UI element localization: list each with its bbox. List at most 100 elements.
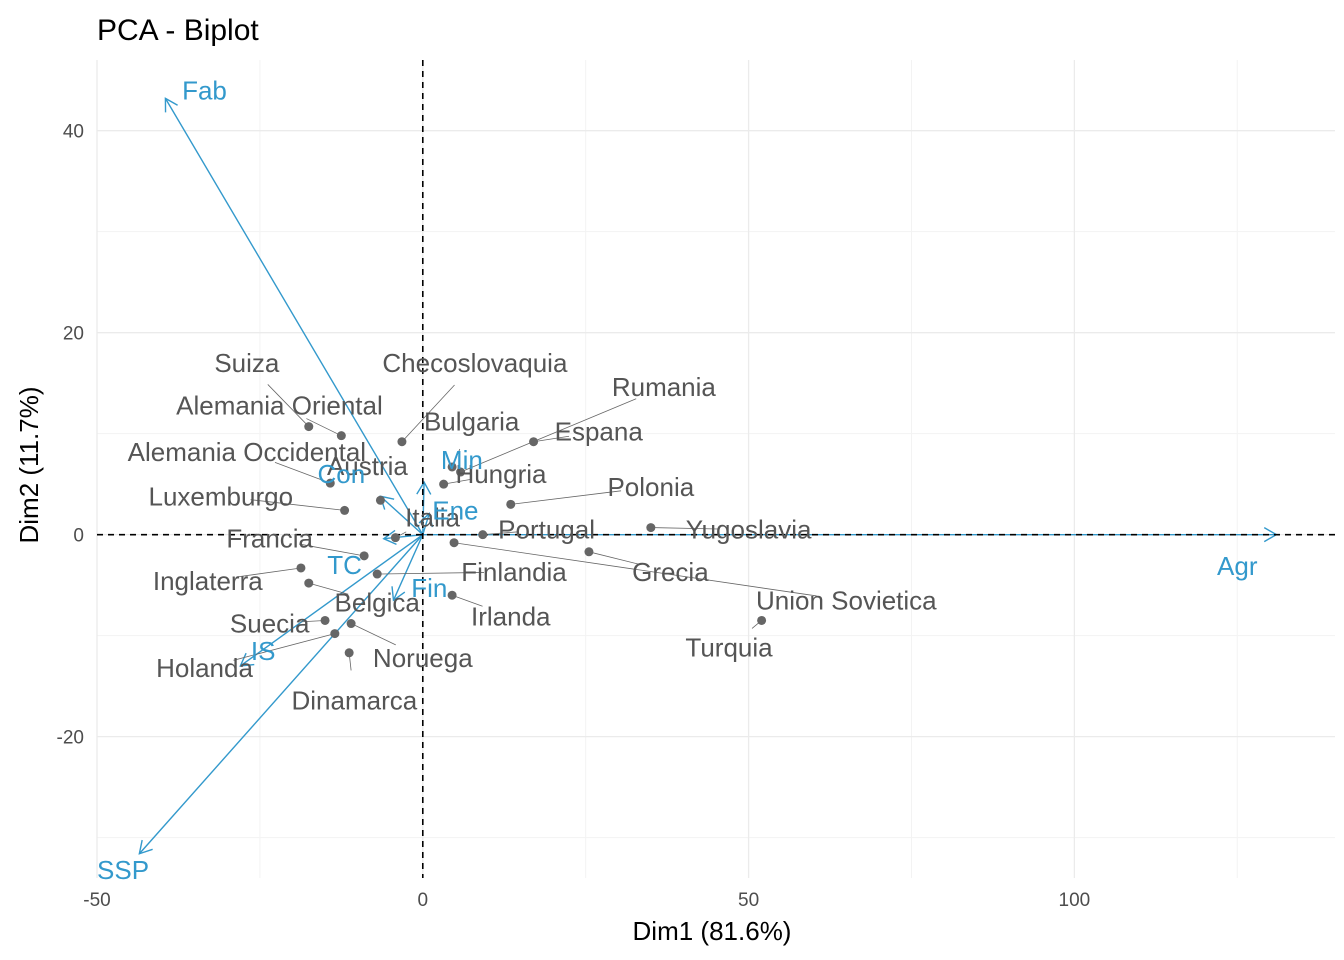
leader-line bbox=[308, 582, 349, 595]
point-label: Espana bbox=[555, 417, 644, 447]
leader-line bbox=[377, 572, 485, 575]
arrow-shaft bbox=[379, 495, 424, 536]
point-10 bbox=[340, 505, 350, 515]
variable-labels: Fab SSP Agr Min Con Ene TC Fin IS bbox=[97, 75, 1258, 885]
point-label: Suecia bbox=[230, 609, 310, 639]
leader-line bbox=[443, 478, 472, 485]
arrow-head bbox=[391, 586, 406, 602]
point-3 bbox=[447, 462, 457, 472]
point-9 bbox=[506, 499, 516, 509]
grid-lines bbox=[96, 60, 1335, 878]
arrow-shaft bbox=[239, 534, 424, 667]
leader-line bbox=[237, 567, 302, 578]
point-label: Irlanda bbox=[471, 601, 551, 631]
y-tick-label: 20 bbox=[63, 324, 84, 345]
y-axis-title: Dim2 (11.7%) bbox=[14, 386, 44, 543]
variable-label: Min bbox=[441, 445, 483, 475]
point-label: Bulgaria bbox=[424, 407, 520, 437]
y-tick-label: 40 bbox=[63, 122, 84, 143]
variable-label: Ene bbox=[432, 495, 478, 525]
arrow-shaft bbox=[138, 534, 424, 855]
arrow-head bbox=[382, 529, 397, 546]
point-21 bbox=[757, 615, 767, 625]
arrow-head bbox=[416, 480, 432, 495]
point-label: Alemania Occidental bbox=[128, 437, 366, 467]
arrow-fin bbox=[391, 534, 424, 602]
point-15 bbox=[584, 547, 594, 557]
observation-points bbox=[296, 422, 767, 658]
point-label: Polonia bbox=[607, 472, 694, 502]
point-22 bbox=[320, 615, 330, 625]
reference-lines bbox=[97, 60, 1335, 878]
arrow-shaft bbox=[422, 513, 430, 535]
point-4 bbox=[456, 467, 466, 477]
leader-line bbox=[233, 633, 335, 661]
chart-title: PCA - Biplot bbox=[97, 14, 259, 47]
point-19 bbox=[304, 578, 314, 588]
point-label: Noruega bbox=[373, 643, 473, 673]
point-label: Suiza bbox=[214, 348, 280, 378]
leader-line bbox=[401, 384, 455, 443]
arrow-shaft bbox=[164, 98, 424, 535]
x-axis-ticks: -50 0 50 100 bbox=[83, 890, 1090, 911]
point-7 bbox=[375, 495, 385, 505]
leader-line bbox=[299, 543, 365, 557]
arrow-head bbox=[164, 97, 178, 113]
point-label: Luxemburgo bbox=[149, 481, 294, 511]
point-17 bbox=[372, 569, 382, 579]
arrow-fab bbox=[164, 97, 424, 535]
point-label: Francia bbox=[226, 524, 313, 554]
point-label: Grecia bbox=[632, 557, 709, 587]
arrow-head bbox=[418, 512, 434, 528]
leader-line bbox=[482, 531, 517, 536]
observation-labels: Suiza Alemania Oriental Checoslovaquia Bulg… bbox=[128, 348, 938, 715]
point-label: Holanda bbox=[156, 653, 253, 683]
point-label: Yugoslavia bbox=[686, 515, 812, 545]
y-tick-label: 0 bbox=[73, 526, 84, 547]
leader-line bbox=[454, 542, 817, 597]
arrow-shaft bbox=[392, 534, 424, 601]
point-label: Union Sovietica bbox=[756, 585, 937, 615]
point-24 bbox=[330, 629, 340, 639]
variable-label: Con bbox=[317, 459, 365, 489]
arrow-head bbox=[138, 839, 153, 855]
x-tick-label: 50 bbox=[738, 890, 759, 911]
point-16 bbox=[449, 538, 459, 548]
point-label: Austria bbox=[327, 451, 408, 481]
point-label: Checoslovaquia bbox=[382, 348, 568, 378]
leader-line bbox=[274, 462, 331, 484]
variable-label: TC bbox=[327, 550, 362, 580]
y-tick-label: -20 bbox=[57, 728, 84, 749]
point-label: Dinamarca bbox=[292, 685, 418, 715]
leader-line bbox=[460, 398, 637, 473]
arrow-ene bbox=[418, 512, 434, 535]
label-leader-lines bbox=[233, 384, 817, 671]
leader-line bbox=[306, 418, 342, 437]
point-14 bbox=[359, 551, 369, 561]
y-axis-ticks: -20 0 20 40 bbox=[57, 122, 84, 749]
x-axis-title: Dim1 (81.6%) bbox=[633, 916, 792, 946]
leader-line bbox=[250, 499, 345, 511]
x-tick-label: 100 bbox=[1059, 890, 1091, 911]
leader-line bbox=[650, 527, 719, 530]
point-12 bbox=[478, 530, 488, 540]
point-label: Italia bbox=[405, 502, 460, 532]
point-11 bbox=[390, 533, 400, 543]
point-label: Belgica bbox=[335, 587, 421, 617]
leader-line bbox=[533, 435, 570, 443]
leader-line bbox=[588, 551, 642, 566]
point-0 bbox=[304, 422, 314, 432]
leader-line bbox=[350, 623, 396, 646]
point-6 bbox=[325, 478, 335, 488]
point-18 bbox=[296, 563, 306, 573]
point-25 bbox=[344, 648, 354, 658]
variable-label: Fin bbox=[411, 573, 447, 603]
x-tick-label: 0 bbox=[418, 890, 429, 911]
point-label: Inglaterra bbox=[153, 566, 263, 596]
variable-label: Fab bbox=[182, 75, 227, 105]
point-1 bbox=[336, 431, 346, 441]
leader-line bbox=[451, 594, 483, 607]
point-label: Turquia bbox=[685, 633, 773, 663]
point-label: Rumania bbox=[612, 372, 717, 402]
